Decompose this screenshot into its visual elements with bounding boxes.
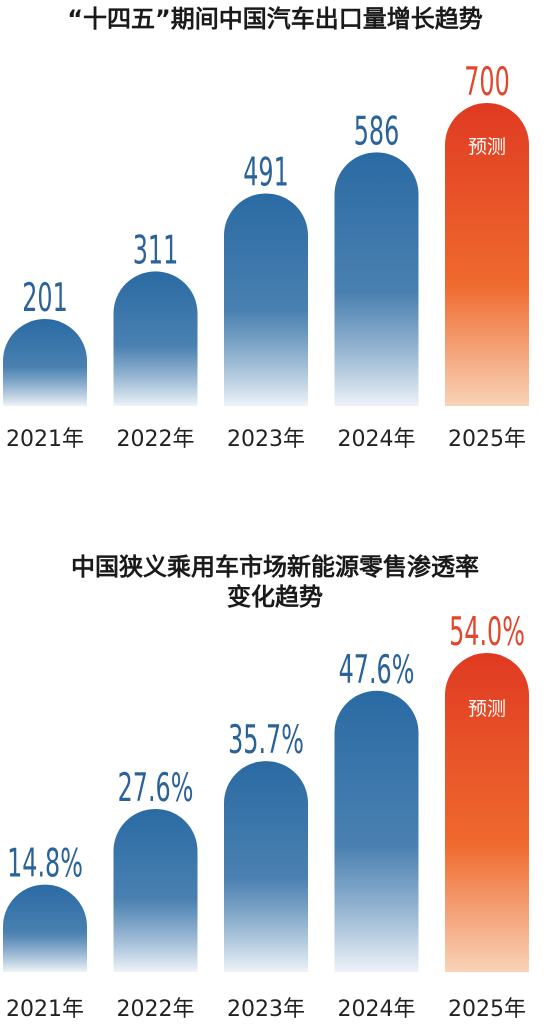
category-label: 2023年 <box>227 997 305 1022</box>
forecast-bar <box>445 103 529 406</box>
nev-penetration-plot: 14.8% 2021年 27.6% 2022年 35.7% 2023年 47.6% 2024年… <box>3 609 529 1022</box>
forecast-badge: 预测 <box>468 136 506 158</box>
bar <box>3 318 87 406</box>
category-label: 2024年 <box>338 997 416 1022</box>
export-volume-chart: “十四五”期间中国汽车出口量增长趋势 201 2021年 311 2022年 491 20… <box>0 0 550 470</box>
value-label: 586 <box>354 108 400 154</box>
chart-title: “十四五”期间中国汽车出口量增长趋势 <box>67 5 483 33</box>
category-label: 2025年 <box>448 427 526 452</box>
value-label: 491 <box>243 149 289 195</box>
value-label: 700 <box>464 59 510 105</box>
export-volume-plot: 201 2021年 311 2022年 491 2023年 586 2024年 700 预测 202… <box>3 59 529 452</box>
bar <box>113 808 198 972</box>
category-label: 2024年 <box>338 427 416 452</box>
chart-title-line-1: 中国狭义乘用车市场新能源零售渗透率 <box>71 553 479 581</box>
category-label: 2022年 <box>117 427 195 452</box>
bar <box>113 271 198 406</box>
bar <box>224 193 308 406</box>
chart-title: 中国狭义乘用车市场新能源零售渗透率 变化趋势 <box>0 552 550 612</box>
chart-title-line-2: 变化趋势 <box>227 583 323 611</box>
value-label: 14.8% <box>7 840 83 886</box>
nev-penetration-chart: 中国狭义乘用车市场新能源零售渗透率 变化趋势 14.8% 2021年 27.6% 20… <box>0 540 550 1028</box>
bar <box>3 884 87 972</box>
bar <box>334 690 419 972</box>
category-label: 2021年 <box>6 997 84 1022</box>
category-label: 2023年 <box>227 427 305 452</box>
value-label: 35.7% <box>228 717 304 763</box>
category-label: 2025年 <box>448 997 526 1022</box>
category-label: 2022年 <box>117 997 195 1022</box>
value-label: 54.0% <box>449 609 525 655</box>
forecast-badge: 预测 <box>468 698 506 720</box>
value-label: 311 <box>133 227 179 273</box>
bar <box>334 152 419 406</box>
value-label: 47.6% <box>339 647 415 693</box>
value-label: 27.6% <box>118 765 194 811</box>
bar <box>224 761 308 972</box>
value-label: 201 <box>22 275 68 321</box>
forecast-bar <box>445 653 529 972</box>
category-label: 2021年 <box>6 427 84 452</box>
